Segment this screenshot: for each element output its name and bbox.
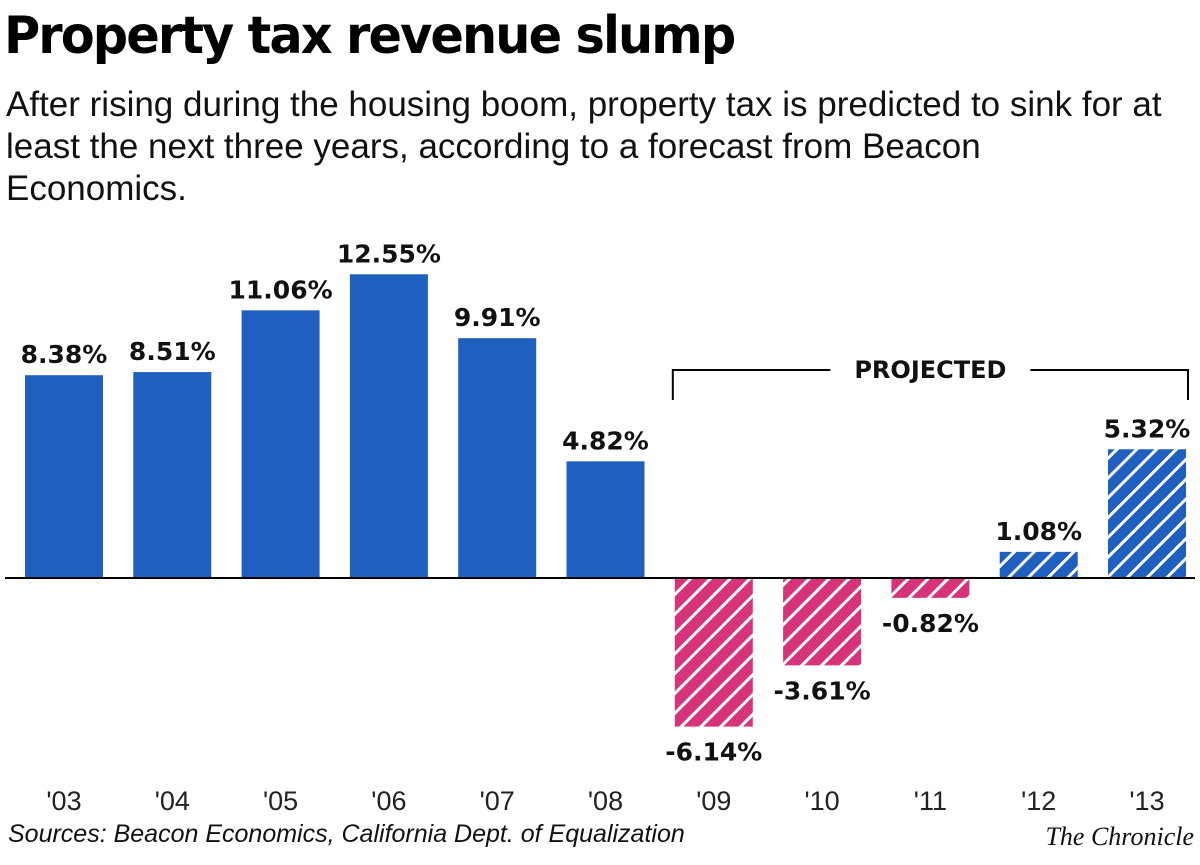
bar-6 [674, 578, 753, 727]
value-label-2: 11.06% [229, 275, 333, 304]
category-label-4: '07 [480, 786, 515, 816]
value-labels-group: 8.38% 8.51% 11.06%12.55% 9.91% 4.82% -6.14% -3… [21, 239, 1191, 766]
category-label-3: '06 [371, 786, 406, 816]
bars-group [25, 274, 1186, 727]
value-label-4: 9.91% [454, 303, 541, 332]
bar-4 [458, 338, 537, 578]
bar-0 [25, 375, 103, 578]
bar-8 [891, 578, 970, 598]
bar-3 [349, 274, 428, 578]
value-label-5: 4.82% [562, 426, 649, 455]
bar-1 [133, 372, 212, 578]
category-labels-group: '03 '04 '05 '06 '07 '08 '09 '10 '11 '12 '13 [46, 786, 1164, 816]
bar-2 [241, 310, 320, 578]
bar-5 [566, 461, 645, 578]
bar-10 [1108, 449, 1186, 578]
projected-bracket-left [671, 369, 831, 400]
chart-subtitle: After rising during the housing boom, pr… [6, 85, 1162, 208]
value-label-8: -0.82% [882, 609, 979, 638]
bar-7 [783, 578, 862, 666]
value-label-3: 12.55% [337, 239, 441, 268]
category-label-9: '12 [1021, 786, 1056, 816]
category-label-8: '11 [914, 786, 947, 816]
value-label-7: -3.61% [774, 676, 871, 705]
category-label-7: '10 [805, 786, 840, 816]
category-label-10: '13 [1129, 786, 1164, 816]
value-label-6: -6.14% [665, 738, 762, 767]
projected-bracket: PROJECTED [671, 356, 1189, 400]
category-label-0: '03 [46, 786, 81, 816]
projected-bracket-right [1030, 369, 1189, 400]
value-label-1: 8.51% [129, 337, 216, 366]
category-label-1: '04 [155, 786, 190, 816]
chart-title: Property tax revenue slump [4, 6, 736, 66]
value-label-9: 1.08% [995, 517, 1082, 546]
bar-9 [999, 551, 1078, 578]
category-label-5: '08 [588, 786, 623, 816]
value-label-0: 8.38% [21, 340, 108, 369]
category-label-6: '09 [696, 786, 731, 816]
credit-line: The Chronicle [1045, 822, 1194, 851]
value-label-10: 5.32% [1104, 414, 1191, 443]
projected-label: PROJECTED [854, 356, 1006, 384]
source-note: Sources: Beacon Economics, California De… [8, 820, 685, 848]
category-label-2: '05 [263, 786, 298, 816]
